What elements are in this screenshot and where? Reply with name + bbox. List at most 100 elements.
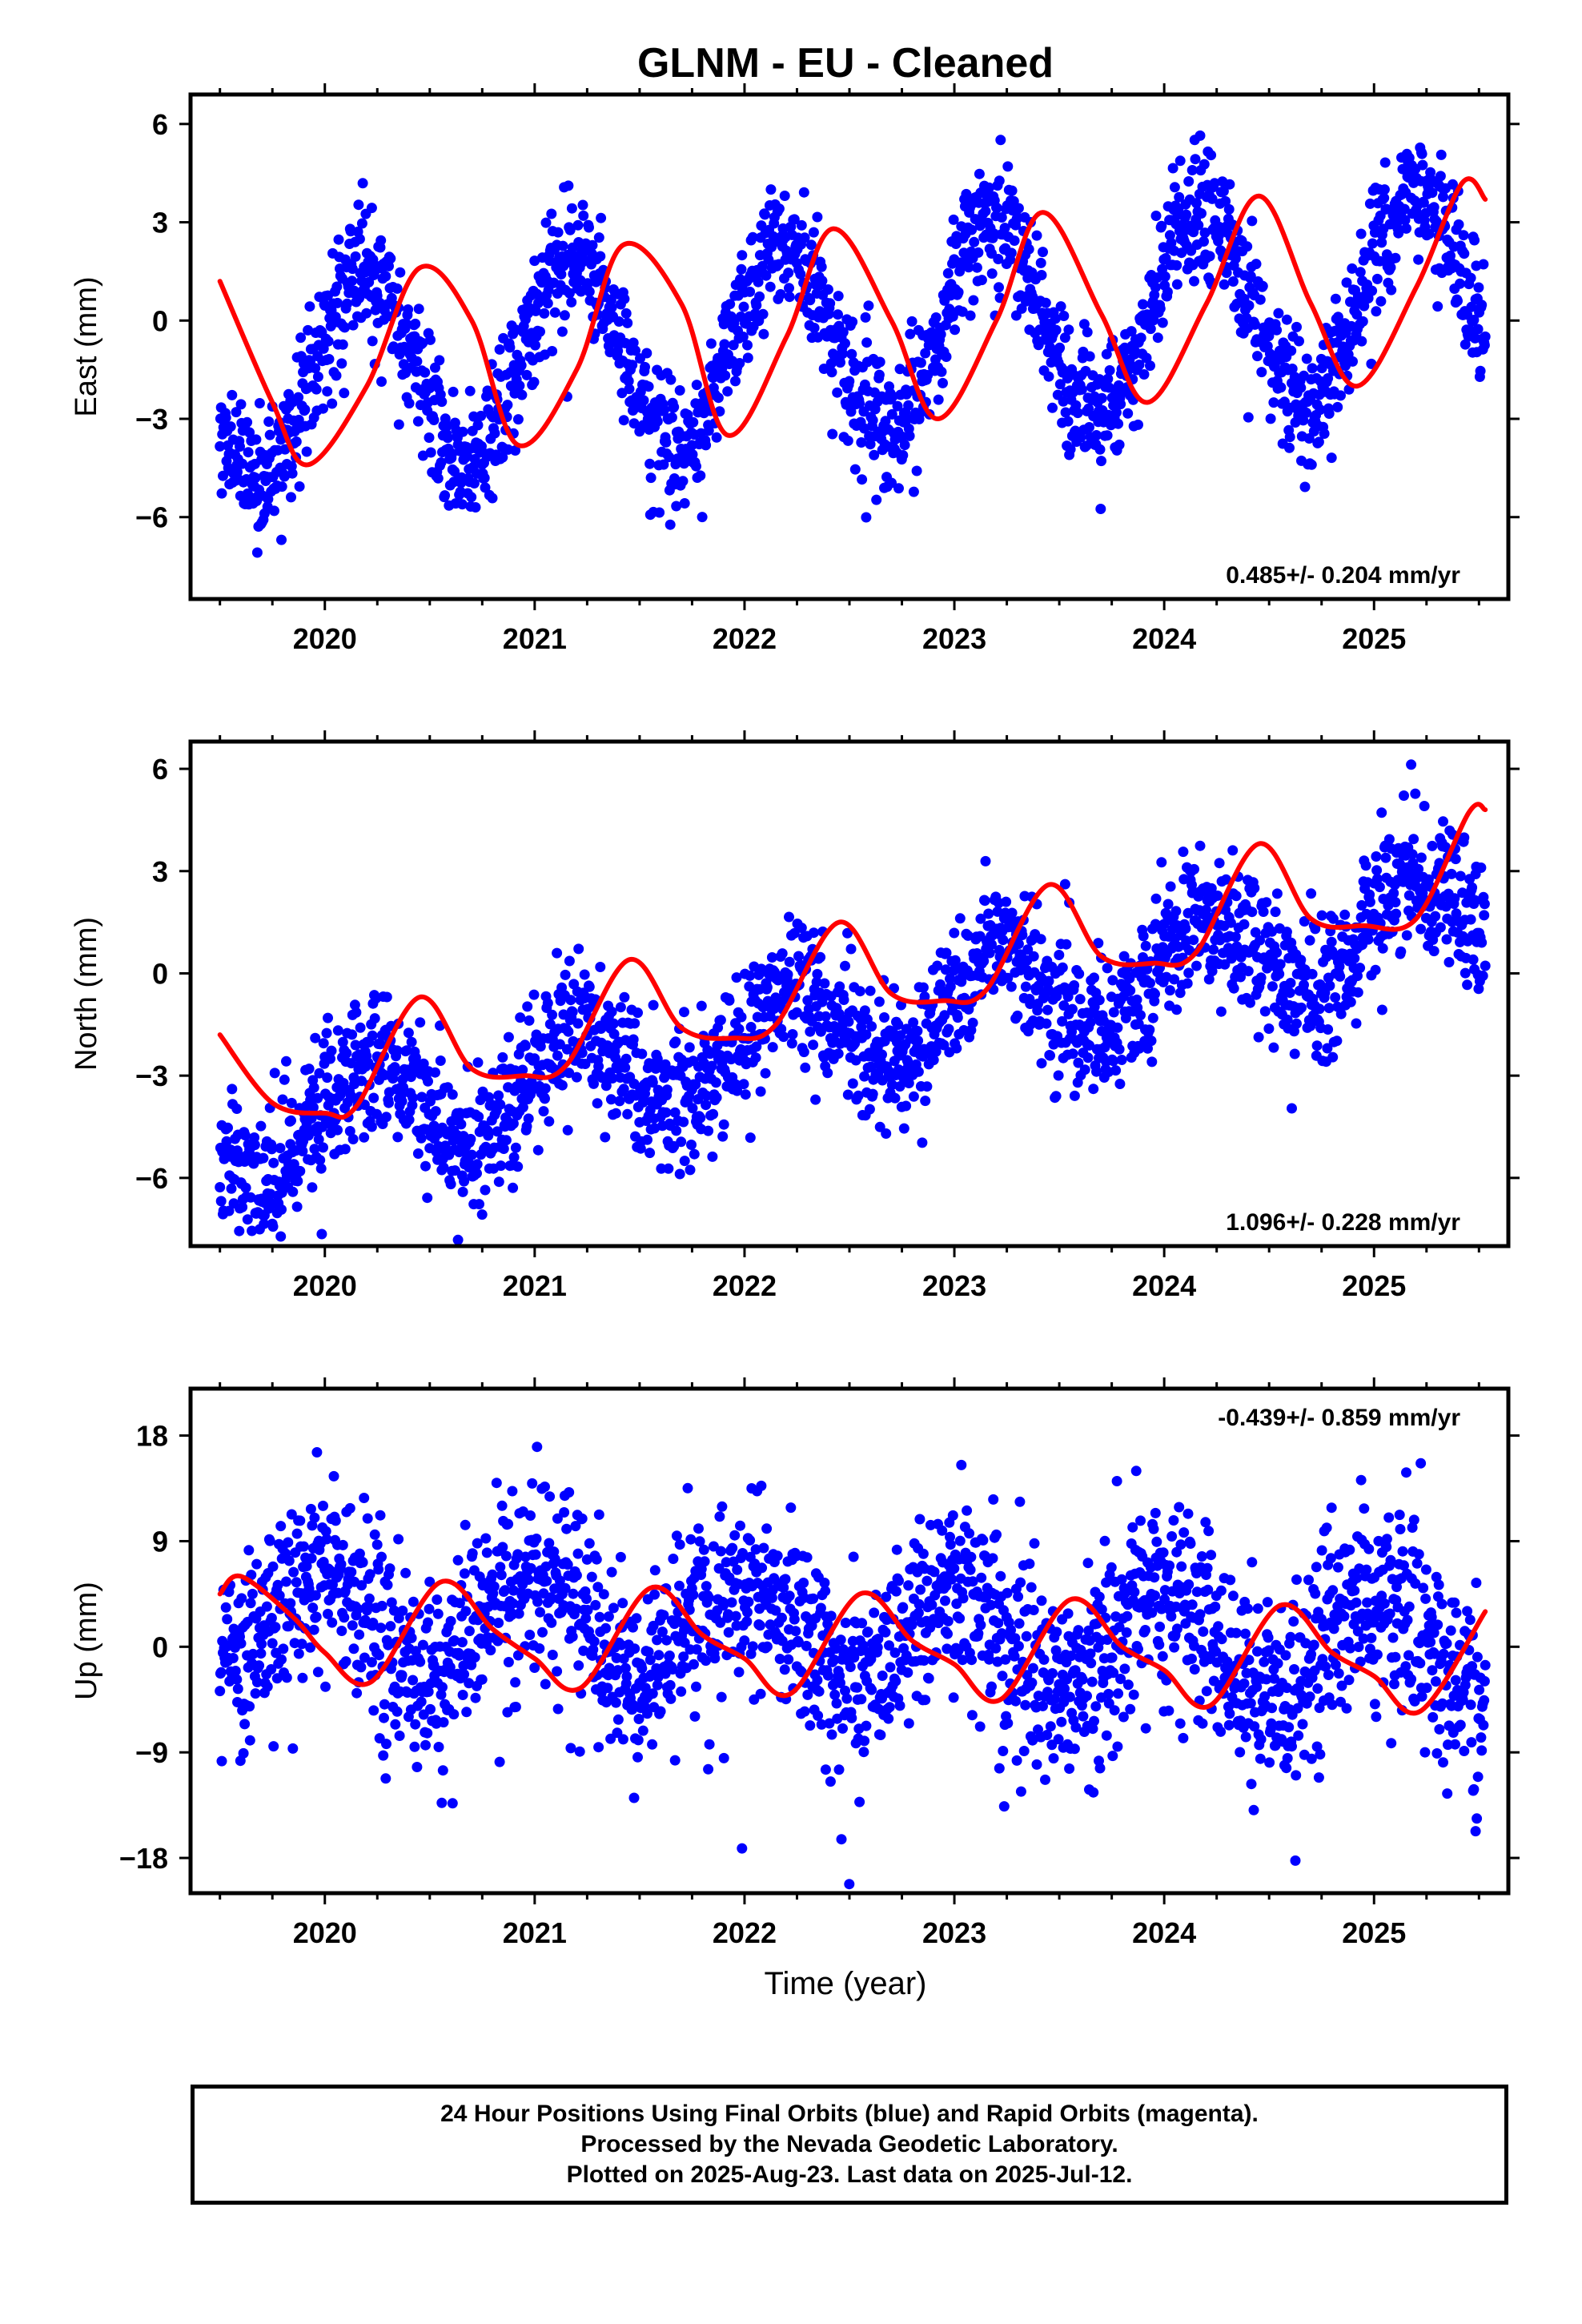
data-point [1282, 1014, 1293, 1025]
data-point [225, 421, 236, 432]
data-point [250, 1688, 261, 1699]
data-point [1377, 943, 1388, 954]
data-point [758, 328, 769, 340]
data-point [1227, 276, 1239, 287]
data-point [994, 282, 1004, 293]
data-point [613, 316, 624, 327]
data-point [612, 345, 624, 356]
data-point [1159, 271, 1170, 282]
data-point [1284, 432, 1295, 443]
data-point [737, 250, 748, 261]
data-point [1190, 154, 1201, 165]
data-point [1390, 252, 1401, 263]
data-point [262, 1681, 273, 1692]
data-point [908, 1017, 919, 1028]
data-point [1263, 1023, 1275, 1034]
data-point [549, 1554, 560, 1565]
data-point [1206, 883, 1217, 894]
data-point [357, 1557, 368, 1568]
data-point [665, 519, 676, 530]
data-point [472, 1168, 482, 1179]
data-point [766, 952, 777, 963]
data-point [502, 1707, 513, 1718]
data-point [1102, 963, 1113, 974]
data-point [320, 1526, 331, 1537]
data-point [530, 305, 541, 316]
data-point [644, 1148, 656, 1159]
data-point [1323, 1024, 1334, 1035]
data-point [837, 327, 849, 338]
data-point [877, 1049, 887, 1060]
data-point [452, 1554, 464, 1566]
data-point [1067, 1048, 1078, 1059]
data-point [474, 1199, 484, 1210]
data-point [711, 432, 722, 443]
data-point [695, 1112, 706, 1124]
data-point [476, 1209, 488, 1220]
data-point [941, 947, 952, 959]
data-point [350, 1039, 361, 1051]
data-point [1036, 1058, 1047, 1069]
data-point [1250, 927, 1261, 938]
data-point [1476, 937, 1488, 948]
data-point [472, 1159, 483, 1170]
data-point [362, 1513, 373, 1524]
data-point [586, 1571, 597, 1582]
data-point [303, 1063, 315, 1075]
data-point [705, 338, 717, 349]
data-point [361, 308, 372, 319]
data-point [920, 1096, 931, 1107]
data-point [620, 338, 631, 348]
data-point [1408, 834, 1419, 845]
data-point [1239, 919, 1250, 930]
data-point [460, 1519, 471, 1530]
data-point [376, 1600, 387, 1611]
data-point [943, 1023, 954, 1035]
data-point [272, 1579, 283, 1590]
data-point [391, 283, 403, 294]
data-point [356, 1076, 367, 1087]
data-point [950, 955, 961, 966]
data-point [901, 1023, 912, 1035]
data-point [1126, 326, 1137, 337]
data-point [815, 951, 826, 963]
data-point [730, 376, 741, 387]
data-point [493, 1090, 504, 1101]
data-point [454, 1650, 465, 1661]
data-point [375, 1039, 386, 1050]
data-point [339, 1144, 351, 1155]
data-point [853, 1090, 864, 1101]
data-point [968, 295, 979, 306]
data-point [382, 1579, 393, 1590]
data-point [986, 268, 998, 279]
data-point [973, 247, 984, 258]
data-point [254, 398, 265, 408]
data-point [1301, 353, 1312, 364]
data-point [622, 1108, 633, 1120]
data-point [492, 1126, 503, 1137]
data-point [573, 1660, 584, 1671]
data-point [215, 1667, 227, 1678]
data-point [789, 927, 800, 939]
data-point [1154, 303, 1166, 314]
data-point [1352, 971, 1363, 982]
data-point [1271, 324, 1283, 336]
data-point [842, 927, 853, 939]
data-point [1347, 356, 1358, 367]
data-point [554, 1039, 565, 1050]
data-point [564, 1068, 575, 1079]
data-point [1096, 392, 1107, 404]
data-point [674, 1168, 685, 1180]
data-point [1255, 935, 1266, 946]
data-point [348, 1643, 359, 1655]
data-point [347, 1029, 358, 1040]
data-point [1427, 187, 1438, 199]
data-point [847, 316, 858, 328]
data-point [339, 322, 351, 333]
data-point [568, 1588, 579, 1599]
data-point [966, 224, 978, 235]
data-point [397, 1605, 408, 1616]
data-point [620, 1053, 632, 1064]
data-point [1114, 1079, 1126, 1089]
data-point [327, 398, 338, 409]
